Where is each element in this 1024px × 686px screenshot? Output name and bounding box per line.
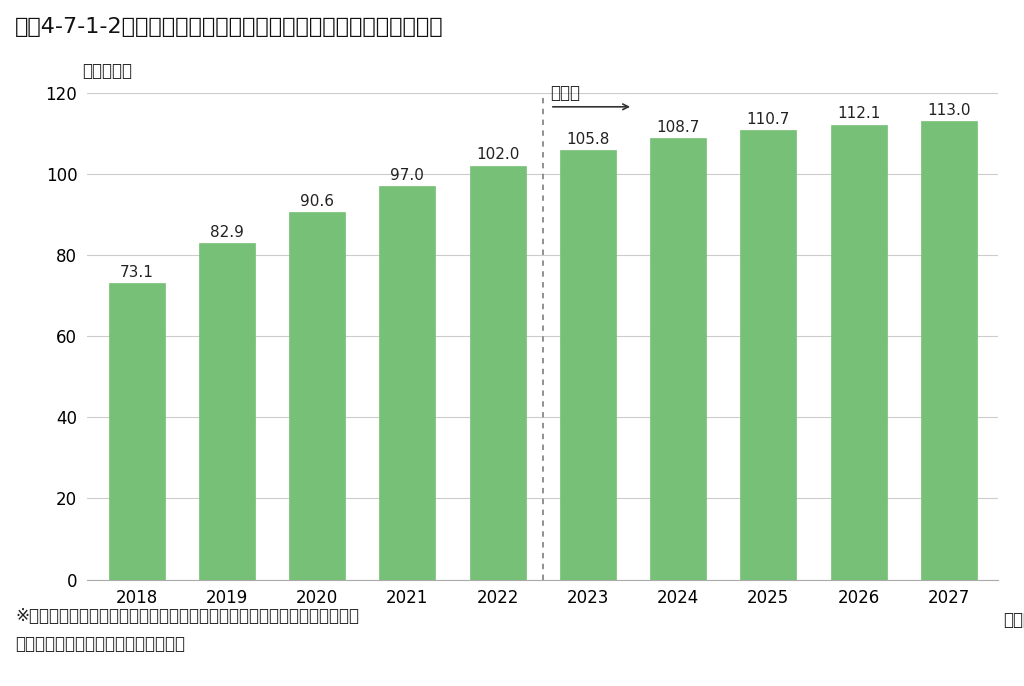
Text: 予測値: 予測値 <box>550 84 580 102</box>
Text: 82.9: 82.9 <box>210 225 244 240</box>
Text: 73.1: 73.1 <box>120 265 154 280</box>
Text: 112.1: 112.1 <box>837 106 881 121</box>
Text: 数（アカウントの有無は問わない）: 数（アカウントの有無は問わない） <box>15 635 185 652</box>
Bar <box>560 150 615 580</box>
Text: 102.0: 102.0 <box>476 147 519 163</box>
Bar <box>921 121 977 580</box>
Text: ※ソーシャルメディアサイトやアプリケーションを月１回以上利用する人の: ※ソーシャルメディアサイトやアプリケーションを月１回以上利用する人の <box>15 607 359 625</box>
Bar <box>289 212 345 580</box>
Text: 110.7: 110.7 <box>746 112 790 127</box>
Bar <box>470 166 525 580</box>
Text: 113.0: 113.0 <box>927 103 971 118</box>
Text: 90.6: 90.6 <box>300 193 334 209</box>
Text: 97.0: 97.0 <box>390 167 424 182</box>
Bar <box>830 125 887 580</box>
Text: 図表4-7-1-2　日本のソーシャルメディア利用者数の推移及び予測: 図表4-7-1-2 日本のソーシャルメディア利用者数の推移及び予測 <box>15 17 444 37</box>
Text: 105.8: 105.8 <box>566 132 609 147</box>
Text: （百万人）: （百万人） <box>83 62 132 80</box>
Bar <box>650 139 706 580</box>
Text: 108.7: 108.7 <box>656 120 699 135</box>
Bar <box>199 244 255 580</box>
Bar <box>740 130 797 580</box>
Bar <box>109 283 165 580</box>
Bar <box>380 186 435 580</box>
Text: （年）: （年） <box>1002 611 1024 629</box>
